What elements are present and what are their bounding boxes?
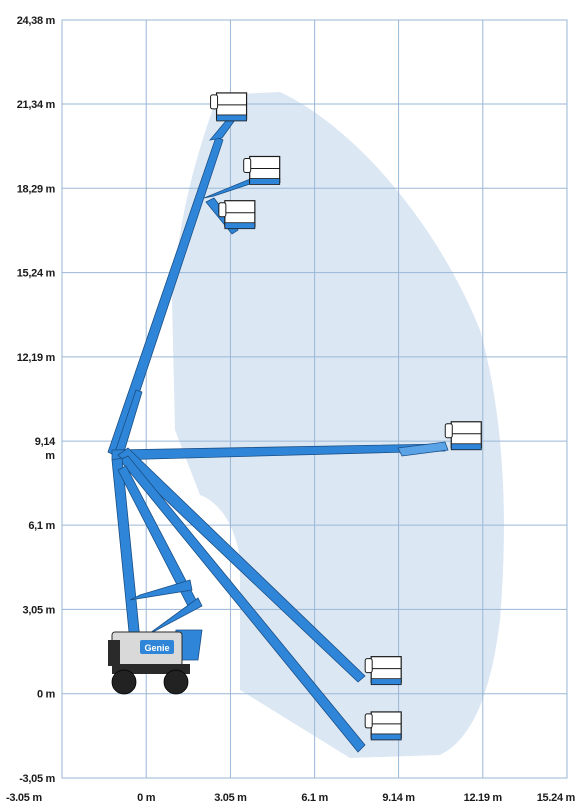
machine: Genie (108, 631, 190, 695)
platform-control-box (364, 658, 373, 674)
boom-positions (107, 115, 449, 753)
front-wheel (163, 669, 189, 695)
y-tick-label: 9,14 (35, 436, 56, 448)
y-unit-label: m (45, 450, 55, 462)
platform-floor (249, 178, 281, 185)
brand-badge (140, 640, 174, 654)
platform-floor (370, 733, 402, 741)
platform-control-box (243, 157, 252, 173)
grid (61, 19, 568, 779)
platform (364, 656, 402, 686)
x-tick-label: -3.05 m (6, 792, 42, 804)
upper-boom-lowered-2 (119, 455, 366, 753)
platform-control-box (210, 94, 219, 110)
y-tick-label: 12,19 m (17, 352, 56, 364)
rear-wheel (111, 669, 137, 695)
x-tick-label: 6.1 m (301, 792, 328, 804)
y-tick-label: 6,1 m (28, 520, 55, 532)
y-tick-label: -3,05 m (19, 773, 55, 785)
y-tick-label: 18,29 m (17, 183, 56, 195)
upper-boom-lowered-1 (117, 447, 366, 683)
platform-control-box (364, 713, 373, 729)
machine-chassis-frame (112, 664, 190, 674)
platforms (210, 92, 482, 741)
working-envelope-area (172, 92, 504, 758)
x-tick-label: 9.14 m (382, 792, 415, 804)
x-tick-label: 15.24 m (537, 792, 576, 804)
platform-control-box (444, 423, 453, 439)
brand-label: Genie (144, 643, 169, 653)
platform-floor (216, 114, 247, 122)
y-tick-label: 21,34 m (17, 99, 56, 111)
lower-riser-link-3 (129, 579, 193, 601)
x-tick-label: 3.05 m (214, 792, 247, 804)
y-tick-label: 0 m (37, 689, 56, 701)
horizontal-jib (397, 441, 449, 457)
platform-floor (370, 678, 402, 686)
platform-floor (450, 443, 482, 451)
platform (218, 200, 256, 230)
platform (444, 421, 482, 451)
y-tick-label: 3,05 m (23, 604, 56, 616)
x-tick-label: 0 m (137, 792, 156, 804)
y-tick-label: 24,38 m (17, 15, 56, 27)
upper-boom-horizontal (111, 443, 446, 461)
platform (243, 155, 281, 185)
machine-counterweight (108, 640, 120, 666)
axis-ticks: 24,38 m 21,34 m 18,29 m 15,24 m 12,19 m 9,14 6… (6, 15, 576, 804)
platform-floor (224, 222, 256, 230)
platform (210, 92, 248, 122)
y-tick-label: 15,24 m (17, 268, 56, 280)
platform-control-box (218, 202, 227, 218)
x-tick-label: 12.19 m (464, 792, 503, 804)
platform (364, 711, 402, 741)
working-envelope (172, 92, 504, 758)
